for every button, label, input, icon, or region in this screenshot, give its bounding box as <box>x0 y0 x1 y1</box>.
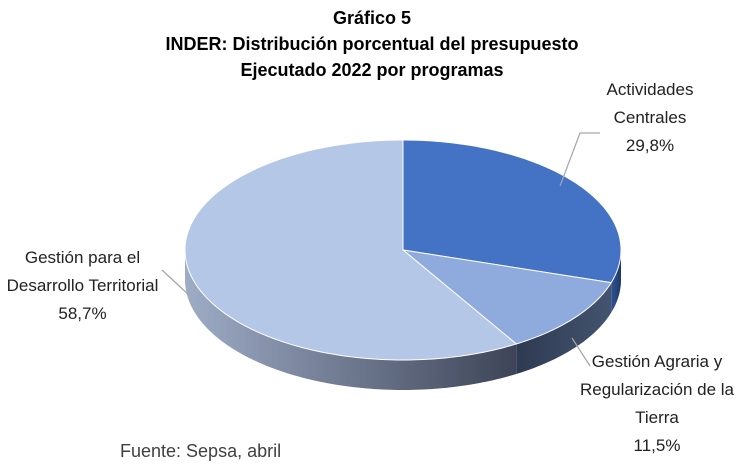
chart-title: Gráfico 5 <box>332 8 412 28</box>
slice <box>184 139 518 361</box>
slice-side <box>611 250 621 313</box>
slice-side <box>516 282 612 374</box>
leader-line <box>161 269 191 297</box>
data-label-name: Actividades Centrales <box>606 80 694 127</box>
data-label-value: 29,8% <box>625 136 675 155</box>
data-label-value: 58,7% <box>58 304 107 323</box>
slice-side <box>185 250 517 390</box>
source-note: Fuente: Sepsa, abril <box>120 441 282 461</box>
chart-subtitle: INDER: Distribución porcentual del presu… <box>165 34 579 54</box>
leader-line <box>571 337 591 367</box>
data-label-value: 11,5% <box>633 436 681 455</box>
data-label-name: Gestión Agraria y Regularización de la T… <box>579 352 735 427</box>
leader-line <box>559 132 600 187</box>
slice <box>402 139 622 284</box>
slice <box>401 249 612 345</box>
chart-subtitle: Ejecutado 2022 por programas <box>240 60 504 80</box>
data-label-name: Gestión para el Desarrollo Territorial <box>6 248 159 295</box>
